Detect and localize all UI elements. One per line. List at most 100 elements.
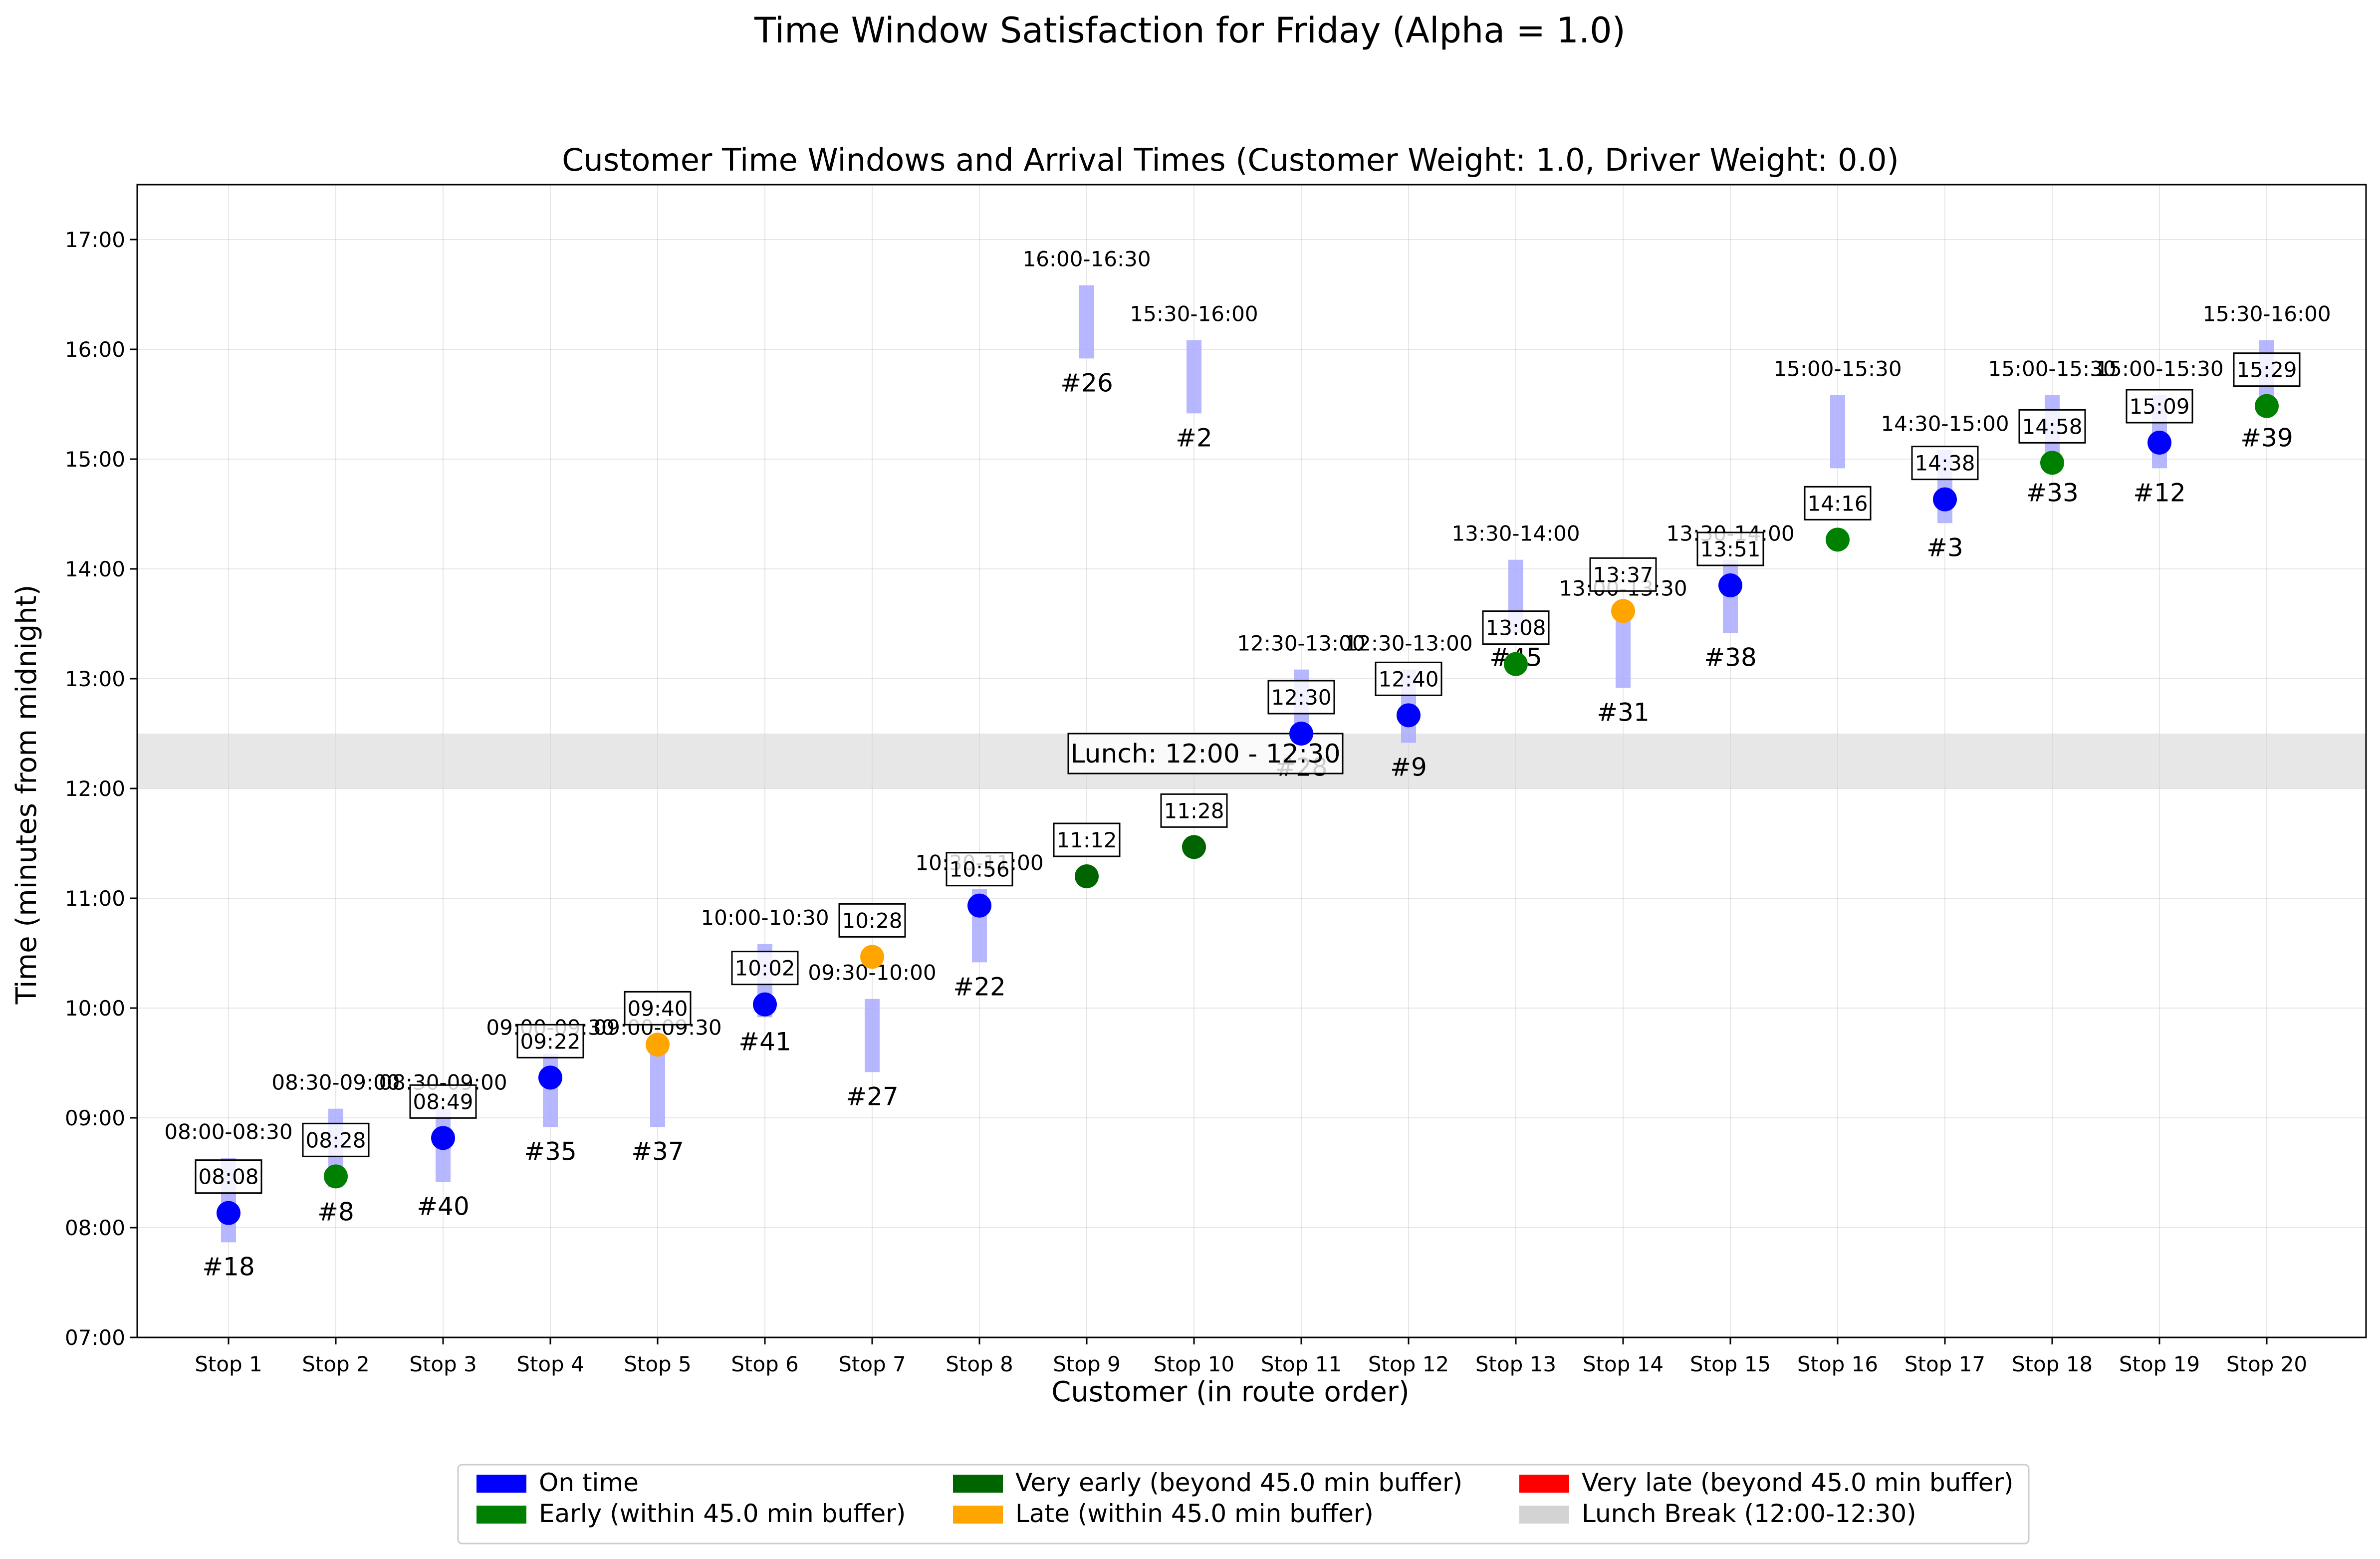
arrival-label: 14:58	[2022, 414, 2082, 439]
y-tick-label: 14:00	[65, 557, 125, 581]
time-window-bar	[1830, 395, 1845, 469]
time-window-bar	[543, 1053, 558, 1127]
arrival-label: 12:40	[1378, 667, 1438, 691]
customer-label: #37	[631, 1137, 684, 1166]
arrival-label-box	[516, 1024, 584, 1058]
legend-swatch	[476, 1475, 526, 1493]
customer-label: #40	[417, 1192, 470, 1221]
customer-label: #31	[1597, 698, 1650, 727]
time-window-label: 08:30-09:00	[271, 1070, 400, 1095]
arrival-label: 11:28	[1164, 798, 1224, 823]
customer-label: #12	[2133, 478, 2186, 507]
y-tick-label: 07:00	[65, 1325, 125, 1350]
legend-swatch	[476, 1506, 526, 1524]
arrival-label-box	[731, 951, 799, 986]
legend-swatch	[1519, 1506, 1569, 1524]
y-tick-label: 13:00	[65, 667, 125, 691]
x-tick-label: Stop 18	[2012, 1352, 2093, 1376]
arrival-marker	[1289, 722, 1313, 746]
time-window-bar	[865, 999, 880, 1072]
x-tick-label: Stop 20	[2226, 1352, 2307, 1376]
x-axis-label: Customer (in route order)	[1051, 1376, 1409, 1408]
time-window-bar	[650, 1053, 665, 1127]
y-tick-label: 15:00	[65, 447, 125, 472]
plot-frame	[136, 184, 2367, 1338]
arrival-marker	[1075, 864, 1099, 888]
arrival-label-box	[2018, 409, 2086, 444]
legend-swatch	[953, 1506, 1003, 1524]
arrival-label-box	[1053, 822, 1121, 857]
customer-label: #41	[738, 1027, 791, 1056]
arrival-label: 08:28	[305, 1128, 366, 1152]
arrival-marker	[1826, 527, 1850, 552]
time-window-label: 08:00-08:30	[164, 1120, 292, 1144]
time-window-label: 15:30-16:00	[1130, 302, 1258, 326]
x-tick-label: Stop 13	[1475, 1352, 1556, 1376]
x-tick-label: Stop 12	[1368, 1352, 1449, 1376]
arrival-label-box	[946, 852, 1013, 887]
arrival-label: 12:30	[1271, 685, 1331, 710]
time-window-label: 12:30-13:00	[1237, 631, 1365, 656]
arrival-marker	[2147, 431, 2171, 455]
y-tick-label: 12:00	[65, 777, 125, 801]
arrival-marker	[753, 992, 777, 1017]
arrival-label-box	[2126, 389, 2193, 424]
y-tick-label: 17:00	[65, 228, 125, 252]
time-window-label: 14:30-15:00	[1881, 412, 2009, 436]
arrival-marker	[2255, 394, 2279, 418]
legend-label: Late (within 45.0 min buffer)	[1015, 1499, 1374, 1528]
arrival-marker	[1182, 835, 1206, 859]
customer-label: #2	[1176, 423, 1212, 452]
x-tick-label: Stop 6	[731, 1352, 799, 1376]
time-window-label: 15:30-16:00	[2202, 302, 2331, 326]
legend-swatch	[953, 1475, 1003, 1493]
customer-label: #33	[2026, 478, 2079, 507]
arrival-marker	[1611, 599, 1635, 623]
arrival-label-box	[1696, 531, 1764, 566]
y-tick-label: 11:00	[65, 886, 125, 911]
x-tick-label: Stop 2	[302, 1352, 370, 1376]
legend-label: Very early (beyond 45.0 min buffer)	[1015, 1468, 1462, 1497]
arrival-label: 10:02	[734, 956, 795, 981]
arrival-label: 14:16	[1807, 491, 1868, 516]
arrival-label-box	[1375, 661, 1442, 696]
customer-label: #8	[317, 1197, 354, 1226]
arrival-label: 13:51	[1700, 537, 1760, 561]
arrival-label: 10:56	[949, 857, 1009, 882]
legend-box	[457, 1464, 2030, 1545]
x-tick-label: Stop 1	[195, 1352, 262, 1376]
arrival-label: 14:38	[1914, 451, 1975, 476]
x-tick-label: Stop 15	[1690, 1352, 1771, 1376]
y-tick-label: 09:00	[65, 1106, 125, 1130]
customer-label: #22	[953, 972, 1006, 1001]
chart-suptitle: Time Window Satisfaction for Friday (Alp…	[754, 10, 1626, 51]
arrival-label: 11:12	[1056, 828, 1117, 852]
time-window-label: 15:00-15:30	[1988, 357, 2116, 381]
x-tick-label: Stop 5	[624, 1352, 692, 1376]
time-window-bar	[1187, 340, 1201, 414]
arrival-label: 08:08	[198, 1165, 258, 1189]
x-tick-label: Stop 10	[1154, 1352, 1234, 1376]
x-tick-label: Stop 9	[1053, 1352, 1121, 1376]
x-tick-label: Stop 16	[1797, 1352, 1878, 1376]
arrival-label: 10:28	[842, 908, 902, 933]
time-window-label: 12:30-13:00	[1344, 631, 1472, 656]
arrival-label: 08:49	[413, 1089, 473, 1114]
arrival-label-box	[302, 1122, 370, 1157]
arrival-label: 13:37	[1593, 562, 1653, 587]
arrival-marker	[2040, 451, 2064, 475]
lunch-label: Lunch: 12:00 - 12:30	[1070, 739, 1340, 769]
customer-label: #27	[846, 1082, 899, 1111]
arrival-marker	[860, 945, 884, 969]
x-tick-label: Stop 14	[1583, 1352, 1664, 1376]
arrival-label-box	[624, 991, 692, 1026]
time-window-label: 10:00-10:30	[701, 906, 829, 930]
x-tick-label: Stop 7	[838, 1352, 906, 1376]
arrival-marker	[1504, 652, 1528, 676]
customer-label: #26	[1060, 368, 1113, 397]
arrival-label-box	[195, 1159, 262, 1194]
y-tick-label: 10:00	[65, 996, 125, 1021]
arrival-label: 09:40	[627, 996, 688, 1021]
plot-area: 08:00-08:3008:30-09:0008:30-09:0009:00-0…	[65, 184, 2367, 1376]
